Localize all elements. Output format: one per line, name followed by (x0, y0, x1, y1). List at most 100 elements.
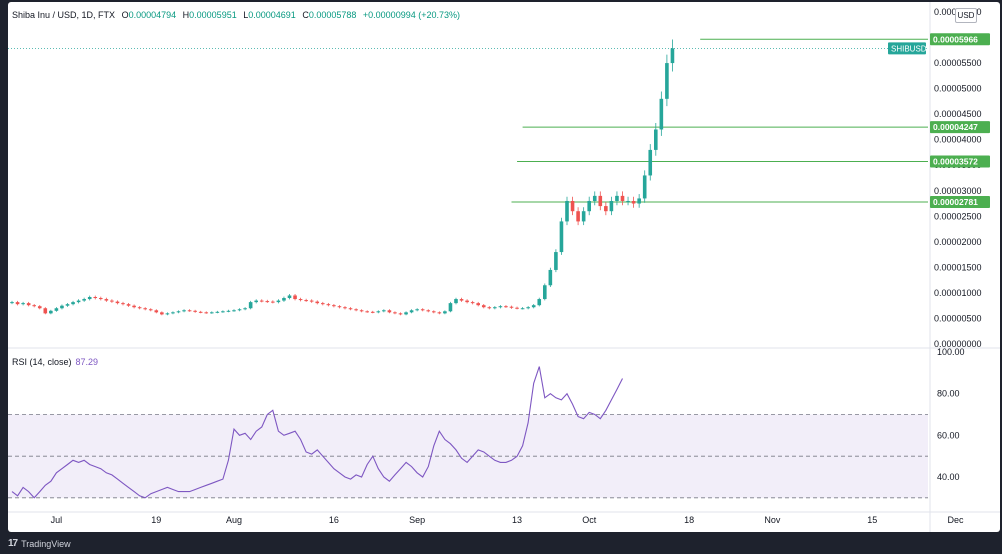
price-tick-label: 0.00000500 (934, 313, 982, 323)
candle-body (326, 304, 331, 306)
candle-body (642, 175, 647, 199)
chart-canvas[interactable]: 0.000065000.000060000.000055000.00005000… (8, 2, 1000, 532)
candle-body (293, 295, 297, 300)
price-tick-label: 0.00004500 (934, 109, 982, 119)
candle-body (382, 310, 386, 312)
footer-branding: 17 TradingView (8, 538, 71, 549)
time-tick-label: 13 (512, 515, 522, 525)
price-tick-label: 0.00003000 (934, 186, 982, 196)
level-price-tag (930, 33, 990, 46)
open-key: O (121, 10, 129, 20)
high-value: 0.00005951 (189, 10, 237, 20)
low-key: L (243, 10, 249, 20)
candle-body (665, 63, 669, 99)
close-value: 0.00005788 (308, 10, 357, 20)
candle-body (87, 297, 92, 300)
candle-body (37, 306, 42, 309)
price-tick-label: 0.00001000 (934, 288, 982, 298)
candle-body (354, 309, 358, 311)
candle-body (71, 302, 75, 305)
ticker-tag-bg (888, 42, 926, 55)
rsi-band-fill (8, 414, 928, 498)
candle-body (581, 211, 586, 222)
open-value: 0.00004794 (128, 10, 177, 20)
candle-body (276, 300, 281, 303)
candle-body (520, 308, 525, 310)
rsi-legend: RSI (14, close) 87.29 (12, 357, 98, 367)
candle-body (432, 311, 436, 313)
candle-body (470, 302, 475, 304)
candle-body (576, 211, 580, 222)
candle-body (359, 310, 364, 312)
price-tick-label: 0.00001500 (934, 262, 982, 272)
candle-body (465, 300, 469, 303)
candle-body (481, 305, 486, 308)
candle-body (282, 298, 286, 301)
candle-body (210, 312, 214, 314)
level-price-label: 0.00005966 (933, 34, 978, 44)
candle-body (443, 311, 447, 314)
time-tick-label: Dec (947, 515, 964, 525)
candle-body (498, 306, 503, 308)
candle-body (248, 302, 253, 309)
candle-body (631, 200, 636, 204)
time-tick-label: Aug (226, 515, 242, 525)
rsi-label[interactable]: RSI (14, close) (12, 357, 72, 367)
candle-body (348, 308, 353, 310)
price-tick-label: 0.00005000 (934, 84, 982, 94)
candle-body (171, 312, 175, 314)
candle-body (426, 310, 431, 312)
candle-body (226, 310, 231, 312)
rsi-tick-label: 100.00 (937, 347, 965, 357)
level-price-tag (930, 121, 990, 134)
candle-body (60, 305, 64, 309)
candle-body (121, 303, 125, 305)
time-tick-label: 16 (329, 515, 339, 525)
level-price-tag (930, 155, 990, 168)
candle-body (504, 306, 508, 308)
time-tick-label: 15 (867, 515, 877, 525)
candle-body (143, 308, 147, 310)
candle-body (193, 310, 197, 312)
candle-body (526, 307, 530, 309)
candle-body (137, 307, 142, 309)
candle-body (154, 310, 159, 313)
candle-body (104, 299, 109, 301)
candle-body (65, 304, 70, 306)
ticker-tag-label: SHIBUSD (891, 44, 927, 53)
close-key: C (302, 10, 309, 20)
candle-body (376, 311, 381, 313)
candle-body (10, 302, 14, 304)
candle-body (648, 149, 653, 176)
candle-body (415, 309, 419, 311)
symbol-title[interactable]: Shiba Inu / USD, 1D, FTX (12, 10, 116, 20)
currency-button[interactable]: USD (955, 8, 977, 23)
candle-body (615, 195, 619, 201)
candle-body (592, 195, 597, 201)
candle-body (609, 200, 614, 212)
candle-body (515, 307, 519, 309)
time-tick-label: 18 (684, 515, 694, 525)
candle-body (182, 310, 186, 312)
price-tick-label: 0.00000000 (934, 339, 982, 349)
candle-body (110, 300, 114, 302)
tradingview-brand[interactable]: TradingView (21, 538, 71, 549)
candle-body (365, 311, 369, 313)
candle-body (332, 305, 336, 307)
level-price-label: 0.00003572 (933, 157, 978, 167)
candle-body (493, 307, 497, 309)
candle-body (187, 310, 192, 312)
time-tick-label: 19 (151, 515, 161, 525)
candle-body (215, 311, 220, 313)
candle-body (604, 206, 608, 212)
level-price-label: 0.00002781 (933, 197, 978, 207)
candle-body (237, 309, 242, 311)
candle-body (587, 200, 591, 212)
candle-body (509, 306, 514, 308)
candle-body (43, 308, 48, 314)
tradingview-logo-icon: 17 (8, 538, 18, 549)
candle-body (409, 310, 414, 313)
candle-body (126, 304, 131, 306)
candle-body (132, 305, 136, 308)
candle-body (99, 298, 103, 300)
